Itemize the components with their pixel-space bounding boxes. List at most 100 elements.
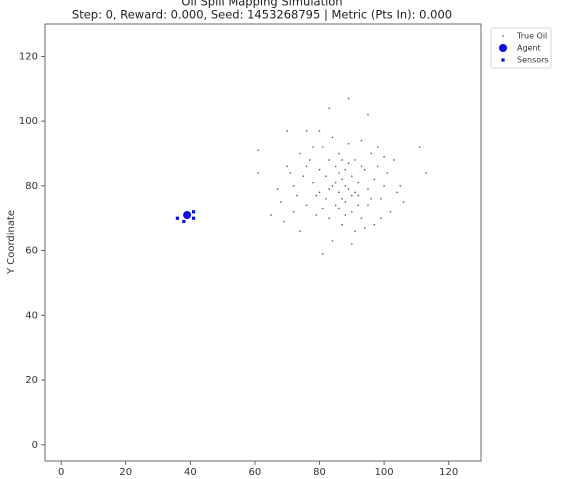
point (380, 198, 382, 200)
point (347, 162, 350, 164)
point (321, 253, 324, 255)
point (315, 214, 318, 216)
point (328, 107, 331, 109)
point (318, 168, 321, 171)
point (257, 172, 259, 174)
point (283, 220, 285, 223)
legend-box (490, 27, 552, 69)
point (331, 240, 334, 242)
chart-title: Oil Spill Mapping Simulation (181, 0, 342, 9)
point (331, 136, 334, 139)
legend-label: Sensors (517, 56, 549, 65)
x-tick-label: 60 (249, 467, 262, 478)
point (175, 216, 180, 220)
point (351, 243, 353, 245)
point (399, 185, 402, 187)
point (354, 230, 356, 232)
point (393, 159, 395, 161)
y-tick-label: 80 (25, 181, 38, 192)
point (257, 149, 259, 152)
point (367, 113, 369, 116)
point (270, 214, 272, 216)
point (182, 219, 186, 224)
point (360, 217, 363, 220)
point (191, 216, 196, 220)
legend-label: True Oil (516, 32, 547, 41)
point (312, 181, 314, 184)
point (370, 198, 372, 200)
point (312, 146, 314, 148)
point (286, 130, 289, 132)
point (380, 217, 382, 220)
point (305, 130, 308, 132)
point (351, 210, 353, 213)
point (367, 204, 369, 207)
point (363, 227, 366, 229)
point (341, 223, 343, 226)
point (338, 172, 340, 174)
x-tick-label: 0 (58, 467, 64, 478)
point (354, 159, 356, 161)
point (292, 185, 295, 187)
point (309, 159, 311, 161)
x-tick-label: 20 (119, 467, 132, 478)
point (376, 146, 379, 148)
point (344, 185, 347, 187)
point (325, 198, 327, 200)
point (296, 194, 298, 197)
point (357, 204, 360, 207)
point (289, 172, 292, 174)
point (367, 188, 369, 190)
x-tick-label: 100 (375, 467, 394, 478)
point (344, 201, 347, 203)
point (331, 185, 334, 187)
point (299, 230, 301, 232)
chart-subtitle: Step: 0, Reward: 0.000, Seed: 1453268795… (72, 8, 452, 22)
point (418, 146, 421, 148)
y-tick-label: 120 (19, 51, 38, 62)
point (302, 175, 305, 177)
point (357, 181, 360, 184)
point (334, 165, 337, 168)
point (318, 191, 321, 194)
point (334, 181, 337, 184)
point (321, 146, 324, 148)
point (183, 210, 192, 219)
plot-frame (44, 23, 482, 462)
point (357, 194, 360, 197)
x-tick-label: 40 (184, 467, 197, 478)
point (344, 214, 347, 216)
y-tick-label: 100 (19, 116, 38, 127)
point (347, 142, 350, 145)
point (402, 201, 405, 203)
point (279, 201, 282, 203)
point (325, 175, 327, 177)
x-tick-label: 120 (439, 467, 458, 478)
point (373, 223, 376, 226)
point (354, 191, 356, 194)
point (299, 152, 301, 155)
point (276, 188, 279, 190)
point (383, 155, 385, 158)
legend-marker (501, 58, 505, 62)
y-tick-label: 60 (25, 246, 38, 257)
y-tick-label: 40 (25, 310, 38, 321)
point (341, 198, 343, 200)
point (334, 204, 337, 207)
point (338, 207, 340, 210)
point (286, 165, 289, 168)
point (341, 178, 343, 181)
point (373, 178, 376, 181)
point (292, 210, 295, 213)
point (347, 188, 350, 190)
point (360, 165, 363, 168)
point (315, 194, 318, 197)
point (191, 210, 196, 214)
y-tick-label: 20 (25, 375, 38, 386)
x-tick-label: 80 (313, 467, 326, 478)
point (347, 97, 350, 100)
point (338, 191, 340, 194)
point (328, 159, 331, 161)
legend: True Oil Agent Sensors (490, 27, 552, 69)
